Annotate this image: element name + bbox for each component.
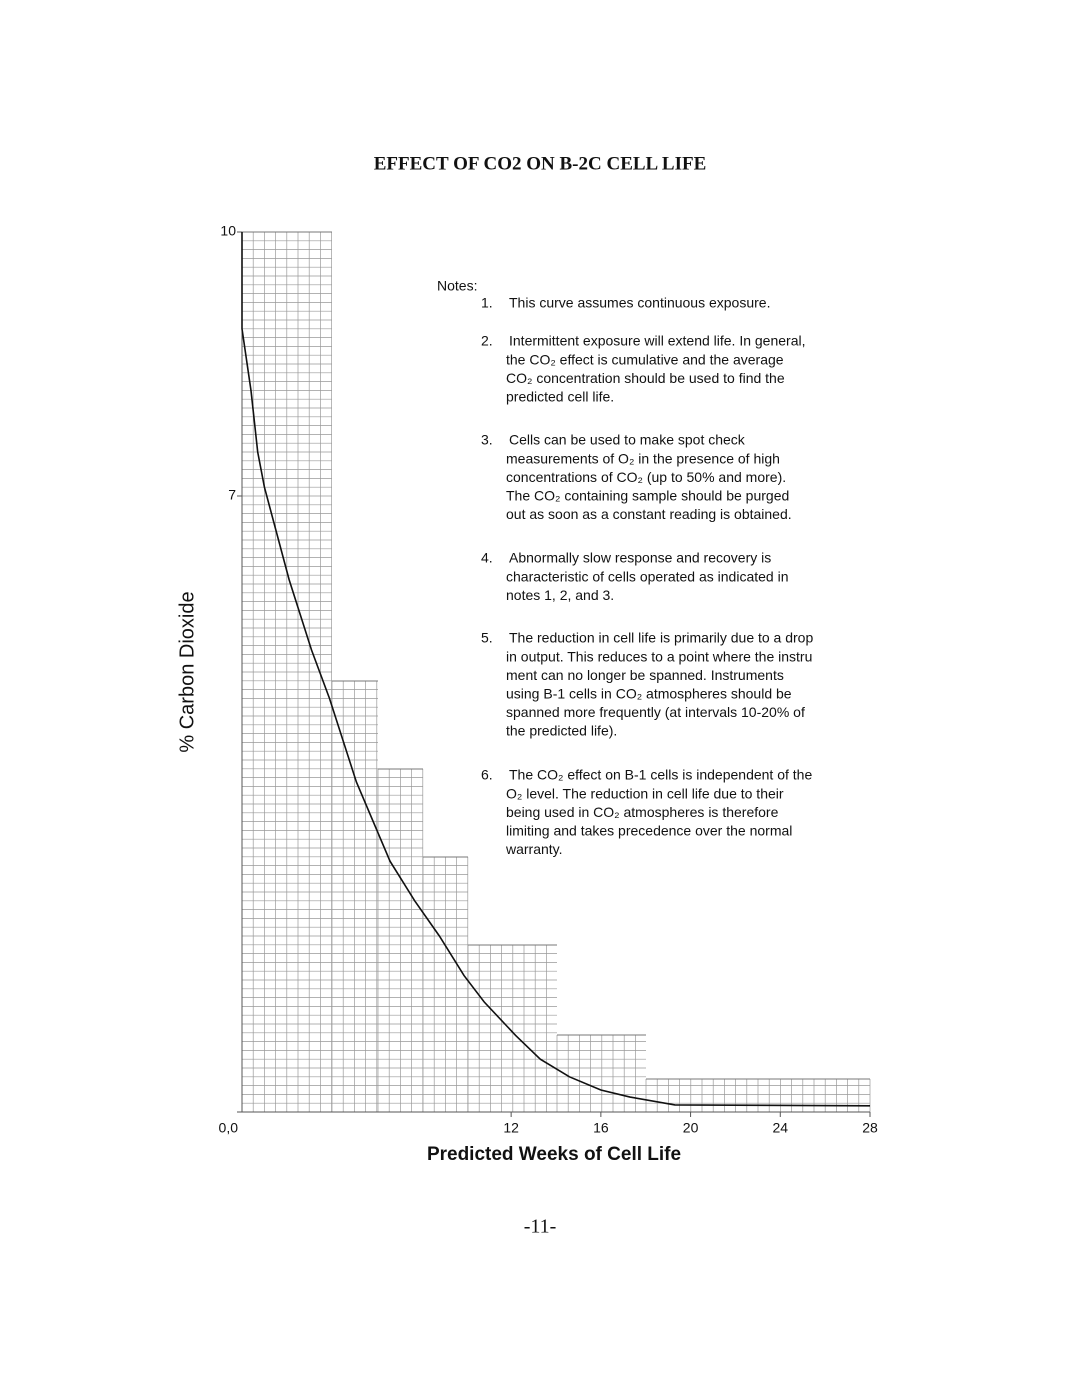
- chart-title: EFFECT OF CO2 ON B-2C CELL LIFE: [374, 153, 707, 174]
- note-line: Intermittent exposure will extend life. …: [509, 333, 806, 349]
- note-line: out as soon as a constant reading is obt…: [506, 506, 792, 522]
- note-line: spanned more frequently (at intervals 10…: [506, 704, 805, 720]
- note-number: 4.: [481, 550, 493, 566]
- note-number: 6.: [481, 767, 493, 783]
- x-tick-label: 16: [593, 1120, 609, 1136]
- y-axis-label: % Carbon Dioxide: [176, 591, 198, 752]
- note-line: predicted cell life.: [506, 389, 614, 405]
- origin-label: 0,0: [219, 1120, 239, 1136]
- note-line: being used in CO₂ atmospheres is therefo…: [506, 804, 779, 820]
- note-line: limiting and takes precedence over the n…: [506, 823, 792, 839]
- x-tick-label: 24: [772, 1120, 788, 1136]
- x-tick-label: 28: [862, 1120, 878, 1136]
- note-line: CO₂ concentration should be used to find…: [506, 370, 785, 386]
- note-line: notes 1, 2, and 3.: [506, 587, 614, 603]
- note-line: The CO₂ containing sample should be purg…: [506, 488, 789, 504]
- note-line: using B-1 cells in CO₂ atmospheres shoul…: [506, 686, 792, 702]
- notes-heading: Notes:: [437, 278, 477, 294]
- note-line: Cells can be used to make spot check: [509, 432, 746, 448]
- note-line: ment can no longer be spanned. Instrumen…: [506, 667, 784, 683]
- note-number: 2.: [481, 333, 493, 349]
- x-tick-label: 20: [683, 1120, 699, 1136]
- note-line: measurements of O₂ in the presence of hi…: [506, 450, 780, 466]
- note-line: concentrations of CO₂ (up to 50% and mor…: [506, 469, 786, 485]
- note-line: The CO₂ effect on B-1 cells is independe…: [509, 767, 812, 783]
- page-number: -11-: [524, 1216, 557, 1238]
- curve: [241, 232, 871, 1107]
- y-tick-label: 7: [228, 487, 236, 503]
- note-line: the predicted life).: [506, 723, 617, 739]
- graph-paper: [241, 231, 871, 1113]
- note-line: This curve assumes continuous exposure.: [509, 295, 770, 311]
- note-line: Abnormally slow response and recovery is: [509, 550, 771, 566]
- note-line: O₂ level. The reduction in cell life due…: [506, 785, 784, 801]
- x-axis-label: Predicted Weeks of Cell Life: [427, 1144, 681, 1165]
- note-line: The reduction in cell life is primarily …: [509, 630, 813, 646]
- note-line: warranty.: [505, 841, 563, 857]
- note-number: 1.: [481, 295, 493, 311]
- note-line: in output. This reduces to a point where…: [506, 648, 812, 664]
- note-number: 3.: [481, 432, 493, 448]
- note-number: 5.: [481, 630, 493, 646]
- y-tick-label: 10: [220, 223, 236, 239]
- x-tick-label: 12: [503, 1120, 519, 1136]
- note-line: characteristic of cells operated as indi…: [506, 568, 788, 584]
- note-line: the CO₂ effect is cumulative and the ave…: [506, 351, 784, 367]
